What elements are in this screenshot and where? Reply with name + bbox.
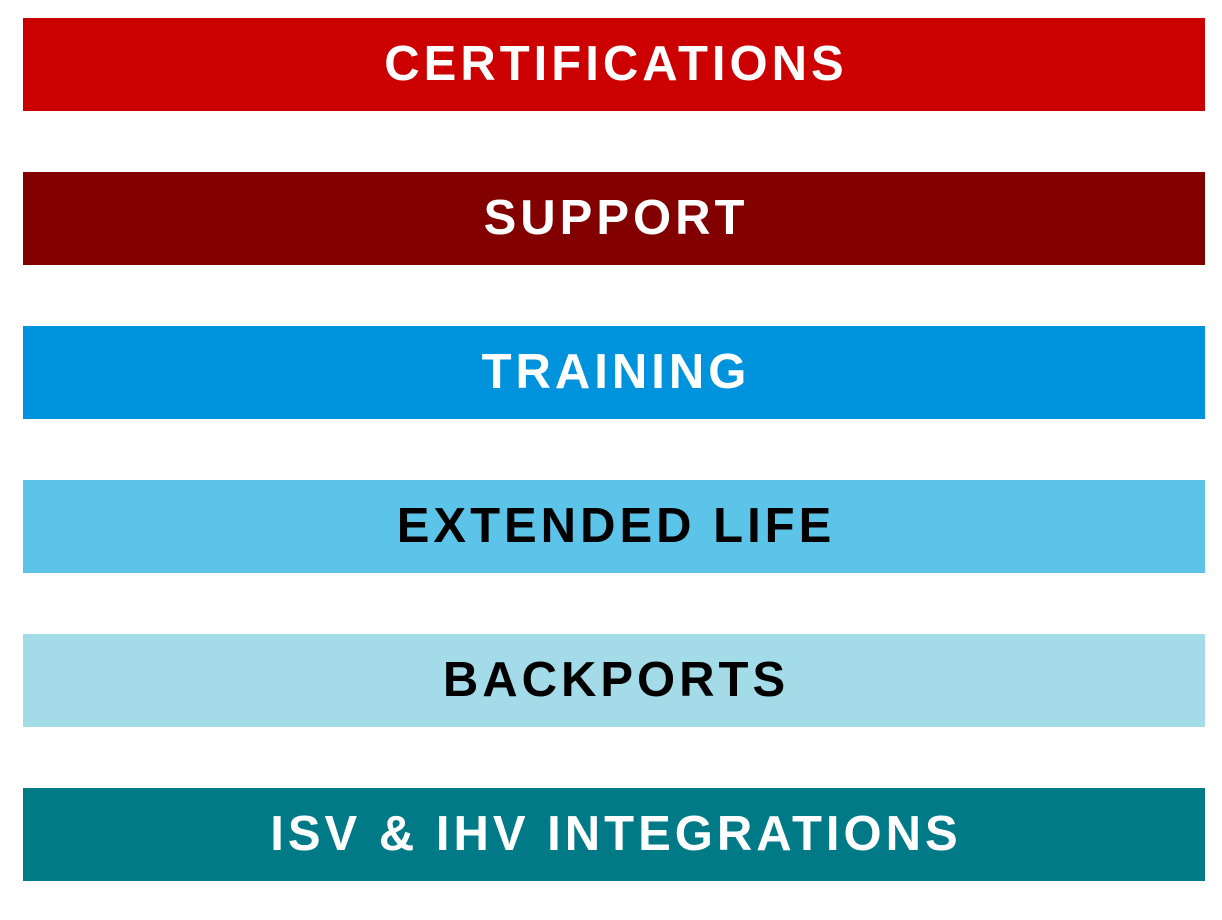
support-label: SUPPORT xyxy=(483,191,749,245)
training-bar: TRAINING xyxy=(23,326,1205,419)
isv-ihv-integrations-label: ISV & IHV INTEGRATIONS xyxy=(270,807,962,861)
support-bar: SUPPORT xyxy=(23,172,1205,265)
backports-label: BACKPORTS xyxy=(442,653,790,707)
certifications-label: CERTIFICATIONS xyxy=(384,37,848,91)
training-label: TRAINING xyxy=(481,345,751,399)
extended-life-bar: EXTENDED LIFE xyxy=(23,480,1205,573)
offerings-stack: CERTIFICATIONS SUPPORT TRAINING EXTENDED… xyxy=(23,18,1205,881)
certifications-bar: CERTIFICATIONS xyxy=(23,18,1205,111)
extended-life-label: EXTENDED LIFE xyxy=(396,499,836,553)
isv-ihv-integrations-bar: ISV & IHV INTEGRATIONS xyxy=(23,788,1205,881)
backports-bar: BACKPORTS xyxy=(23,634,1205,727)
